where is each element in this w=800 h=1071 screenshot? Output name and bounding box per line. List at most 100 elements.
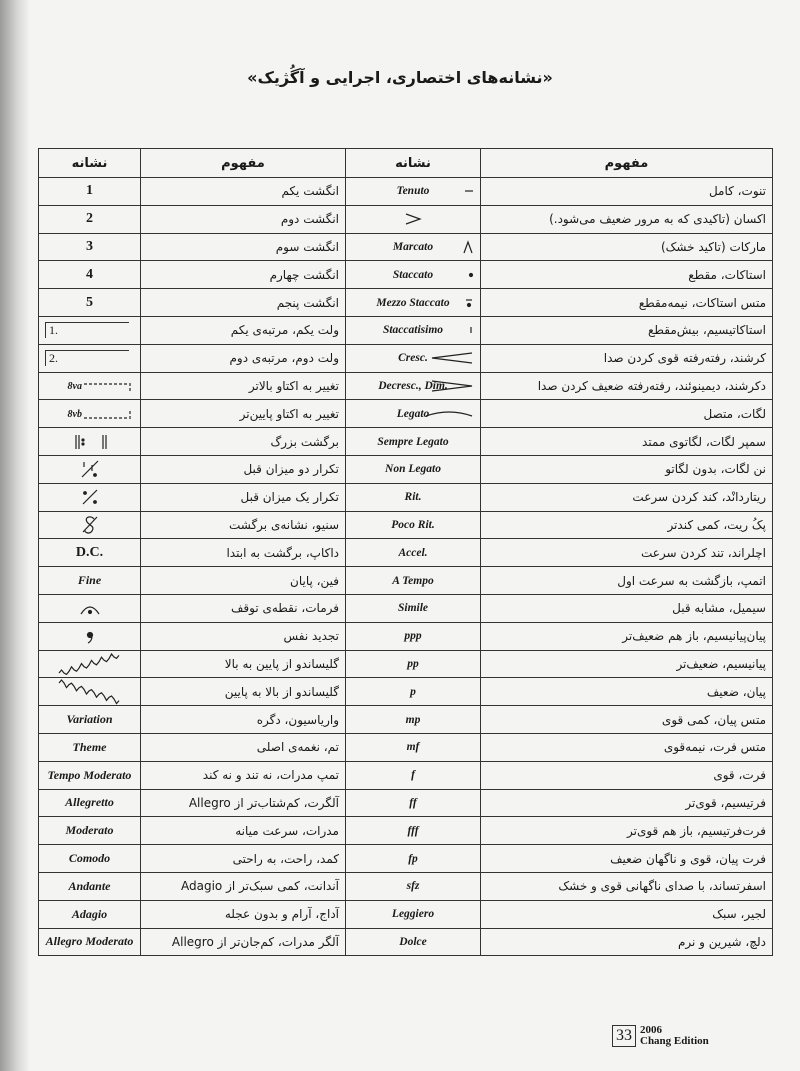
term-cell: Sempre Legato bbox=[345, 427, 481, 456]
table-row: 4 انگشت چهارم Staccato استاکات، مقطع bbox=[38, 260, 773, 290]
table-row: 3 انگشت سوم Marcato مارکات (تاکید خشک) bbox=[38, 232, 773, 262]
symbol-stroke bbox=[80, 441, 85, 446]
term-text: Rit. bbox=[404, 491, 422, 504]
term-cell: Tenuto bbox=[345, 177, 481, 206]
term-text: Decresc., Dim. bbox=[378, 379, 448, 392]
edition: 2006 Chang Edition bbox=[640, 1025, 709, 1047]
term-cell: ff bbox=[345, 788, 481, 818]
volta-label: 1. bbox=[45, 322, 129, 339]
sign-cell: 5 bbox=[38, 288, 141, 317]
concept-cell: فرت‌فرتیسیم، باز هم قوی‌تر bbox=[480, 816, 773, 846]
concept-cell: لجیر، سبک bbox=[480, 899, 773, 929]
concept-cell: گلیساندو از بالا به پایین bbox=[140, 677, 346, 707]
symbol bbox=[465, 190, 473, 192]
ottava-label: 8va bbox=[67, 381, 82, 393]
concept-cell: پیانیسیم، ضعیف‌تر bbox=[480, 649, 773, 679]
term-text: pp bbox=[407, 657, 419, 670]
term-cell: Rit. bbox=[345, 482, 481, 512]
concept-cell: تکرار یک میزان قبل bbox=[140, 482, 346, 512]
term-cell: Decresc., Dim. bbox=[345, 371, 481, 401]
term-cell: ppp bbox=[345, 621, 481, 651]
term-cell: mp bbox=[345, 705, 481, 734]
concept-cell: تکرار دو میزان قبل bbox=[140, 454, 346, 484]
symbol-stroke bbox=[92, 473, 97, 478]
symbol bbox=[81, 460, 98, 478]
sign-cell: Fine bbox=[38, 566, 141, 595]
term-cell: Poco Rit. bbox=[345, 510, 481, 540]
sign-text: Allegretto bbox=[65, 795, 114, 810]
term-text: Accel. bbox=[398, 546, 428, 559]
table-row: سنیو، نشانه‌ی برگشت Poco Rit. پکُ ریت، کمی… bbox=[38, 510, 773, 540]
concept-cell: آندانت، کمی سبک‌تر از Adagio bbox=[140, 871, 346, 901]
sign-cell: Allegro Moderato bbox=[38, 927, 141, 957]
symbol-stroke bbox=[463, 240, 473, 254]
term-text: Mezzo Staccato bbox=[376, 296, 450, 309]
volta-label: 2. bbox=[45, 350, 129, 367]
term-text: Simile bbox=[397, 602, 429, 615]
symbol-stroke bbox=[468, 272, 474, 277]
sign-text: Theme bbox=[72, 739, 107, 754]
sign-cell bbox=[38, 677, 141, 707]
sign-text: Fine bbox=[77, 573, 102, 588]
term-text: Dolce bbox=[399, 935, 427, 948]
term-cell: Cresc. bbox=[345, 343, 481, 373]
term-text: Legato bbox=[396, 407, 430, 420]
term-cell: Simile bbox=[345, 593, 481, 623]
table-row: 5 انگشت پنجم Mezzo Staccato متس استاکات، نی… bbox=[38, 288, 773, 317]
sign-cell: 1. bbox=[38, 315, 141, 345]
table-row: Theme تم، نغمه‌ی اصلی mf متس فرت، نیمه‌قوی bbox=[38, 732, 773, 762]
symbol-stroke bbox=[74, 434, 107, 449]
page-title: «نشانه‌های اختصاری، اجرایی و آگُژیک» bbox=[247, 68, 553, 87]
term-cell: Mezzo Staccato bbox=[345, 288, 481, 317]
sign-text: 4 bbox=[86, 266, 93, 282]
sign-text: 1 bbox=[86, 183, 93, 199]
symbol-stroke bbox=[92, 500, 97, 505]
sign-text: Tempo Moderato bbox=[47, 767, 132, 782]
term-text: Staccato bbox=[392, 268, 434, 281]
term-text: Sempre Legato bbox=[377, 435, 449, 448]
concept-cell: لگات، متصل bbox=[480, 399, 773, 429]
term-text: Leggiero bbox=[391, 908, 435, 921]
table-row: Tempo Moderato تمپ مدرات، نه تند و نه کند… bbox=[38, 760, 773, 790]
concept-cell: استاکاتیسیم، بیش‌مقطع bbox=[480, 315, 773, 345]
sign-text: Andante bbox=[68, 878, 111, 893]
term-cell: Staccato bbox=[345, 260, 481, 290]
table-row: تجدید نفس ppp پیان‌پیانیسیم، باز هم ضعیف‌ت… bbox=[38, 621, 773, 651]
symbol-stroke bbox=[431, 352, 473, 364]
symbol bbox=[84, 382, 131, 391]
concept-cell: مدرات، سرعت میانه bbox=[140, 816, 346, 846]
term-text: Non Legato bbox=[385, 463, 441, 476]
concept-cell: کرشند، رفته‌رفته قوی کردن صدا bbox=[480, 343, 773, 373]
symbol bbox=[470, 327, 472, 334]
symbol-stroke bbox=[79, 606, 100, 615]
sign-cell: 8vb bbox=[38, 399, 141, 429]
sign-cell bbox=[38, 454, 141, 484]
concept-cell: اسفرتساند، با صدای ناگهانی قوی و خشک bbox=[480, 871, 773, 901]
concept-cell: آلگرت، کم‌شتاب‌تر از Allegro bbox=[140, 788, 346, 818]
sign-text: Adagio bbox=[71, 906, 108, 921]
sign-cell bbox=[38, 621, 141, 651]
symbol bbox=[82, 516, 97, 534]
concept-cell: کمد، راحت، به راحتی bbox=[140, 844, 346, 873]
term-cell: f bbox=[345, 760, 481, 790]
table-row: برگشت بزرگ Sempre Legato سمپر لگات، لگاتوی… bbox=[38, 427, 773, 456]
header-cell: مفهوم bbox=[480, 148, 773, 178]
term-cell: fp bbox=[345, 844, 481, 873]
sign-cell: 8va bbox=[38, 371, 141, 401]
concept-cell: فرتیسیم، قوی‌تر bbox=[480, 788, 773, 818]
symbol bbox=[466, 298, 472, 307]
table-row: تکرار دو میزان قبل Non Legato نن لگات، بدو… bbox=[38, 454, 773, 484]
concept-cell: پکُ ریت، کمی کندتر bbox=[480, 510, 773, 540]
sign-cell bbox=[38, 593, 141, 623]
symbol-stroke bbox=[58, 678, 119, 705]
sign-text: D.C. bbox=[75, 544, 104, 560]
sign-text: Comodo bbox=[68, 851, 111, 866]
concept-cell: متس فرت، نیمه‌قوی bbox=[480, 732, 773, 762]
concept-cell: انگشت یکم bbox=[140, 177, 346, 206]
sign-cell: Adagio bbox=[38, 899, 141, 929]
term-cell: fff bbox=[345, 816, 481, 846]
table-row: Fine فین، پایان A Tempo اتمپ، بازگشت به سرع… bbox=[38, 566, 773, 595]
term-text: A Tempo bbox=[392, 574, 434, 587]
table-row: 2. ولت دوم، مرتبه‌ی دوم Cresc. کرشند، رفته‌… bbox=[38, 343, 773, 373]
